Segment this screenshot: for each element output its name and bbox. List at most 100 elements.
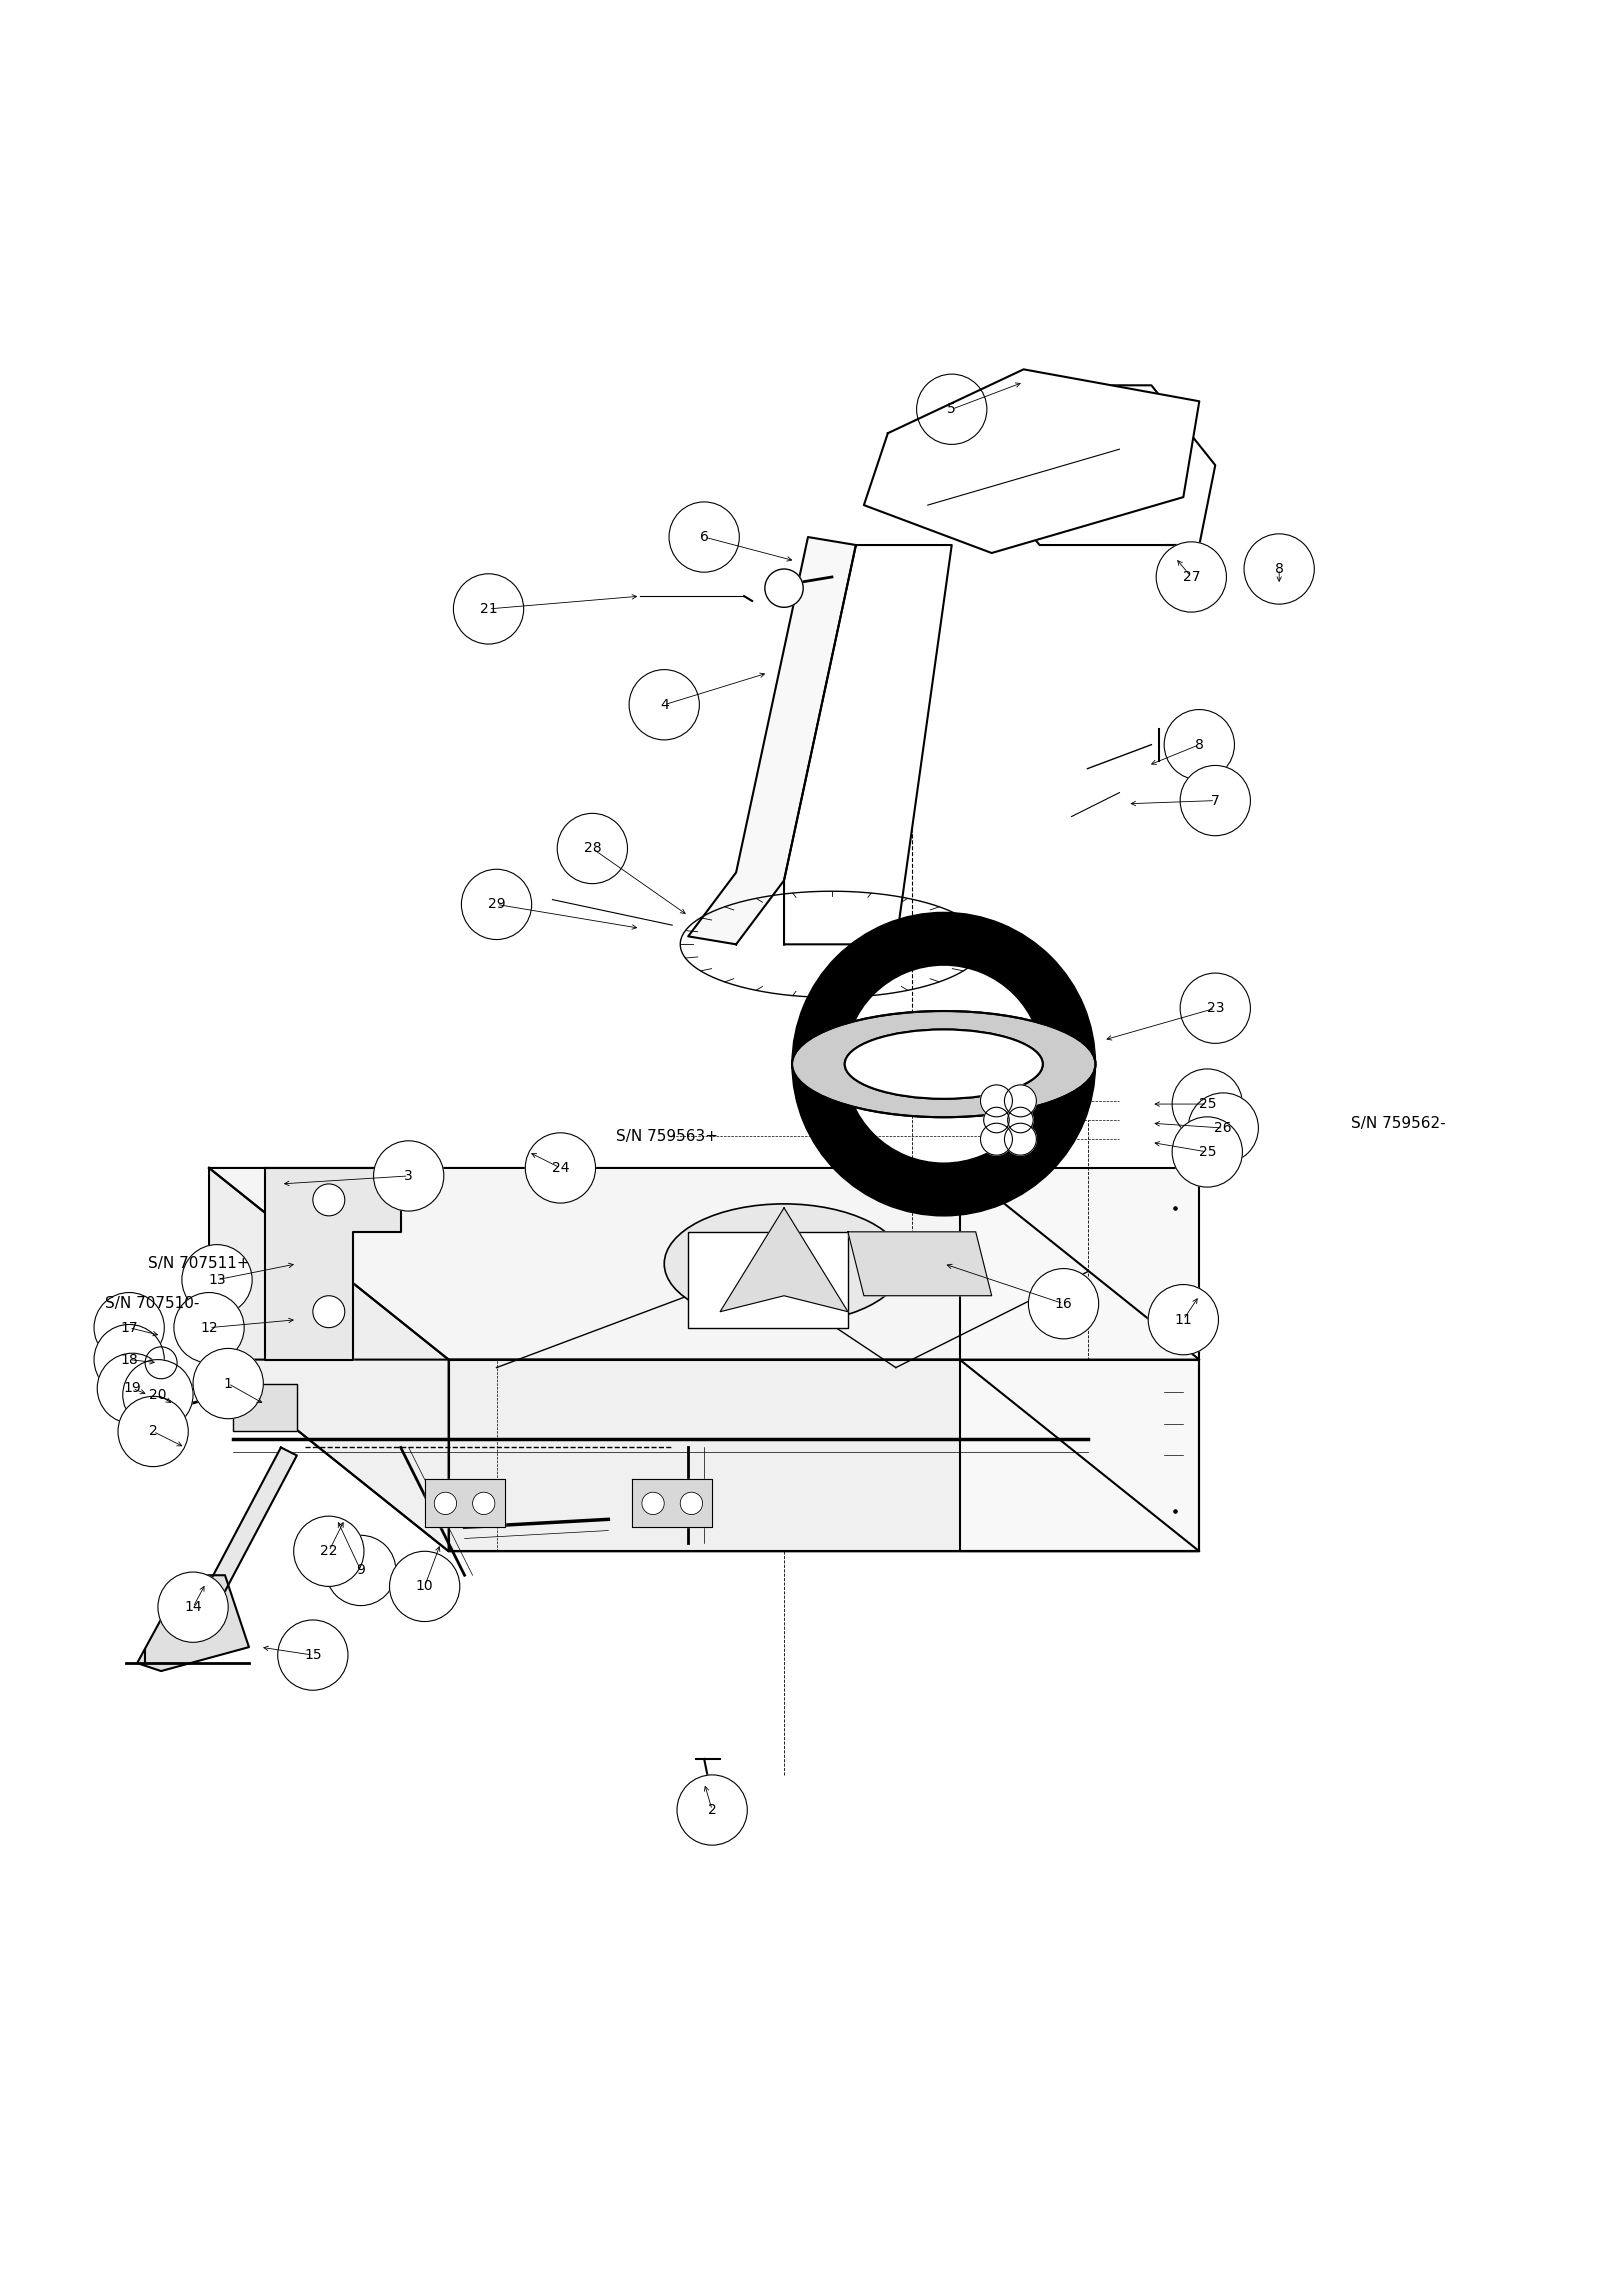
Circle shape (677, 1774, 747, 1845)
Text: S/N 759562-: S/N 759562- (1350, 1116, 1446, 1131)
Text: 3: 3 (405, 1168, 413, 1184)
Polygon shape (864, 370, 1200, 552)
Text: 25: 25 (1198, 1145, 1216, 1159)
Circle shape (981, 1122, 1013, 1154)
Circle shape (461, 870, 531, 941)
Polygon shape (688, 536, 856, 945)
Polygon shape (138, 1574, 250, 1672)
Circle shape (373, 1141, 443, 1211)
Text: 23: 23 (1206, 1002, 1224, 1016)
Text: 16: 16 (1054, 1297, 1072, 1311)
Text: 28: 28 (584, 841, 602, 857)
Text: 6: 6 (699, 529, 709, 543)
Circle shape (434, 1493, 456, 1515)
Polygon shape (632, 1479, 712, 1527)
Text: 17: 17 (120, 1320, 138, 1334)
Circle shape (294, 1515, 363, 1586)
Circle shape (1157, 541, 1227, 611)
Circle shape (669, 502, 739, 573)
Circle shape (174, 1293, 245, 1363)
Polygon shape (234, 1384, 298, 1431)
Circle shape (314, 1184, 344, 1216)
Text: 4: 4 (659, 698, 669, 711)
Text: 29: 29 (488, 897, 506, 911)
Text: S/N 707511+: S/N 707511+ (149, 1256, 250, 1272)
Circle shape (1005, 1122, 1037, 1154)
Text: 11: 11 (1174, 1313, 1192, 1327)
Text: S/N 759563+: S/N 759563+ (616, 1129, 718, 1143)
Text: 2: 2 (149, 1425, 157, 1438)
Circle shape (1173, 1118, 1243, 1186)
Text: 27: 27 (1182, 570, 1200, 584)
Circle shape (984, 1106, 1010, 1134)
Text: 18: 18 (120, 1352, 138, 1368)
Text: 12: 12 (200, 1320, 218, 1334)
Circle shape (557, 813, 627, 884)
Circle shape (1005, 1086, 1037, 1118)
Polygon shape (960, 1168, 1200, 1552)
Circle shape (642, 1493, 664, 1515)
Text: 20: 20 (149, 1388, 166, 1402)
Circle shape (1029, 1268, 1099, 1338)
Circle shape (472, 1493, 494, 1515)
Text: 19: 19 (123, 1381, 141, 1395)
Text: 2: 2 (707, 1804, 717, 1818)
Polygon shape (210, 1168, 1200, 1359)
Circle shape (1245, 534, 1314, 604)
Bar (688, 1231, 848, 1327)
Circle shape (525, 1134, 595, 1204)
Circle shape (123, 1359, 194, 1429)
Circle shape (278, 1620, 347, 1690)
Polygon shape (266, 1168, 400, 1359)
Circle shape (917, 375, 987, 445)
Circle shape (389, 1552, 459, 1622)
Polygon shape (784, 545, 952, 945)
Circle shape (1181, 766, 1251, 836)
Circle shape (680, 1493, 702, 1515)
Text: 1: 1 (224, 1377, 232, 1390)
Text: 14: 14 (184, 1599, 202, 1613)
Circle shape (326, 1536, 395, 1606)
Circle shape (98, 1354, 168, 1425)
Ellipse shape (845, 1029, 1043, 1100)
Text: 15: 15 (304, 1647, 322, 1663)
Polygon shape (424, 1479, 504, 1527)
Circle shape (194, 1347, 264, 1418)
Circle shape (981, 1086, 1013, 1118)
Circle shape (314, 1295, 344, 1327)
Text: 8: 8 (1275, 561, 1283, 577)
Polygon shape (720, 1209, 848, 1311)
Polygon shape (210, 1359, 1200, 1552)
Polygon shape (210, 1168, 448, 1552)
Circle shape (453, 575, 523, 643)
Polygon shape (210, 1447, 298, 1590)
Circle shape (1165, 709, 1235, 779)
Circle shape (629, 670, 699, 741)
Ellipse shape (792, 1011, 1096, 1118)
Text: 21: 21 (480, 602, 498, 616)
Circle shape (1149, 1284, 1219, 1354)
Circle shape (1181, 972, 1251, 1043)
Polygon shape (976, 386, 1216, 545)
Text: 7: 7 (1211, 793, 1219, 807)
Circle shape (158, 1572, 229, 1643)
Text: 22: 22 (320, 1545, 338, 1559)
Circle shape (1173, 1068, 1243, 1138)
Text: 13: 13 (208, 1272, 226, 1286)
Text: 10: 10 (416, 1579, 434, 1593)
Circle shape (1189, 1093, 1259, 1163)
Circle shape (1008, 1106, 1034, 1134)
Circle shape (94, 1293, 165, 1363)
Text: 9: 9 (357, 1563, 365, 1577)
Polygon shape (848, 1231, 992, 1295)
Circle shape (765, 568, 803, 607)
Text: 5: 5 (947, 402, 957, 416)
Text: 26: 26 (1214, 1120, 1232, 1136)
Text: S/N 707510-: S/N 707510- (106, 1297, 200, 1311)
Ellipse shape (664, 1204, 904, 1325)
Text: 25: 25 (1198, 1097, 1216, 1111)
Text: 8: 8 (1195, 738, 1203, 752)
Circle shape (182, 1245, 253, 1315)
Circle shape (94, 1325, 165, 1395)
Circle shape (118, 1397, 189, 1468)
